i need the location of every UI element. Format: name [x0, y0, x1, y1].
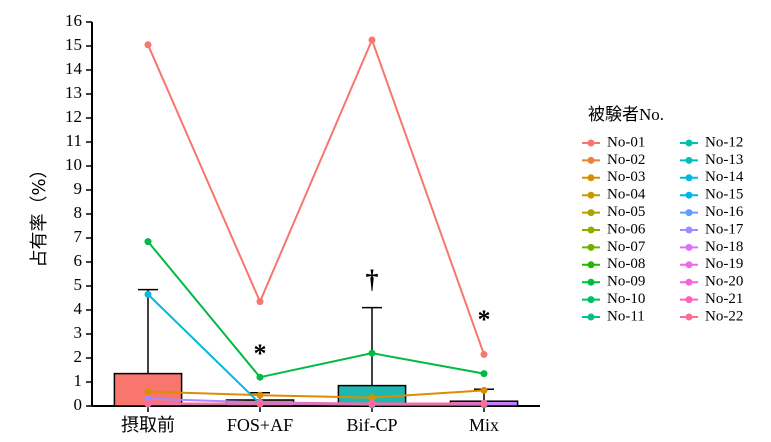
y-tick-label: 9 — [74, 179, 83, 198]
point — [368, 349, 376, 357]
point — [144, 290, 152, 298]
legend-label: No-08 — [607, 256, 645, 272]
point — [256, 391, 264, 399]
y-tick-label: 4 — [74, 299, 83, 318]
legend-marker — [587, 261, 595, 269]
legend-marker — [587, 296, 595, 304]
legend-marker — [685, 156, 693, 164]
point — [480, 386, 488, 394]
x-tick-label: FOS+AF — [227, 415, 293, 435]
legend-label: No-02 — [607, 152, 645, 168]
legend-label: No-05 — [607, 204, 645, 220]
series-line — [147, 240, 485, 379]
legend-label: No-13 — [705, 152, 743, 168]
legend-label: No-19 — [705, 256, 743, 272]
legend-marker — [587, 209, 595, 217]
y-tick-label: 2 — [74, 347, 83, 366]
legend-label: No-22 — [705, 308, 743, 324]
series-line — [147, 293, 484, 406]
legend-label: No-01 — [607, 134, 645, 150]
legend-marker — [587, 243, 595, 251]
legend-label: No-06 — [607, 221, 646, 237]
legend-marker — [685, 209, 693, 217]
legend-label: No-04 — [607, 187, 646, 203]
point — [144, 238, 152, 246]
legend-label: No-21 — [705, 291, 743, 307]
legend-marker — [685, 139, 693, 147]
legend-marker — [587, 278, 595, 286]
legend-marker — [685, 313, 693, 321]
point — [256, 373, 264, 381]
legend-marker — [685, 296, 693, 304]
point — [368, 400, 376, 408]
legend-label: No-15 — [705, 187, 743, 203]
point — [256, 298, 264, 306]
legend-marker — [587, 313, 595, 321]
legend-label: No-09 — [607, 274, 645, 290]
y-tick-label: 13 — [65, 83, 82, 102]
legend-marker — [685, 191, 693, 199]
y-tick-label: 3 — [74, 323, 83, 342]
y-tick-label: 7 — [74, 227, 83, 246]
legend-marker — [685, 174, 693, 182]
point — [368, 36, 376, 44]
legend-label: No-18 — [705, 239, 743, 255]
point — [480, 400, 488, 408]
legend-marker — [587, 191, 595, 199]
y-tick-label: 1 — [74, 371, 83, 390]
y-tick-label: 10 — [65, 155, 82, 174]
legend-label: No-20 — [705, 274, 743, 290]
annotation: * — [254, 339, 267, 368]
point — [144, 395, 152, 403]
y-tick-label: 11 — [66, 131, 82, 150]
legend-marker — [587, 174, 595, 182]
y-tick-label: 16 — [65, 11, 82, 30]
y-tick-label: 14 — [65, 59, 83, 78]
legend-title: 被験者No. — [588, 105, 664, 124]
point — [144, 388, 152, 396]
point — [256, 400, 264, 408]
legend-label: No-16 — [705, 204, 744, 220]
y-tick-label: 12 — [65, 107, 82, 126]
legend-label: No-14 — [705, 169, 744, 185]
annotation: † — [366, 265, 379, 294]
legend-label: No-07 — [607, 239, 646, 255]
legend-marker — [685, 243, 693, 251]
x-tick-label: Bif-CP — [346, 415, 397, 435]
y-axis-label: 占有率（%） — [29, 160, 50, 267]
legend-label: No-03 — [607, 169, 645, 185]
y-tick-label: 6 — [74, 251, 83, 270]
legend-label: No-17 — [705, 221, 744, 237]
point — [480, 350, 488, 358]
x-tick-label: 摂取前 — [121, 415, 175, 435]
point — [480, 370, 488, 378]
y-tick-label: 5 — [74, 275, 83, 294]
y-tick-label: 15 — [65, 35, 82, 54]
legend-label: No-12 — [705, 134, 743, 150]
x-tick-label: Mix — [469, 415, 499, 435]
y-tick-label: 8 — [74, 203, 83, 222]
point — [144, 400, 152, 408]
legend-label: No-11 — [607, 308, 645, 324]
y-tick-label: 0 — [74, 395, 83, 414]
legend-marker — [685, 261, 693, 269]
legend-marker — [587, 226, 595, 234]
legend-marker — [587, 156, 595, 164]
point — [368, 394, 376, 402]
legend-label: No-10 — [607, 291, 645, 307]
point — [144, 41, 152, 49]
series-line — [147, 37, 485, 355]
series-line — [147, 389, 485, 399]
legend-marker — [685, 226, 693, 234]
annotation: * — [478, 305, 491, 334]
legend-marker — [685, 278, 693, 286]
legend-marker — [587, 139, 595, 147]
